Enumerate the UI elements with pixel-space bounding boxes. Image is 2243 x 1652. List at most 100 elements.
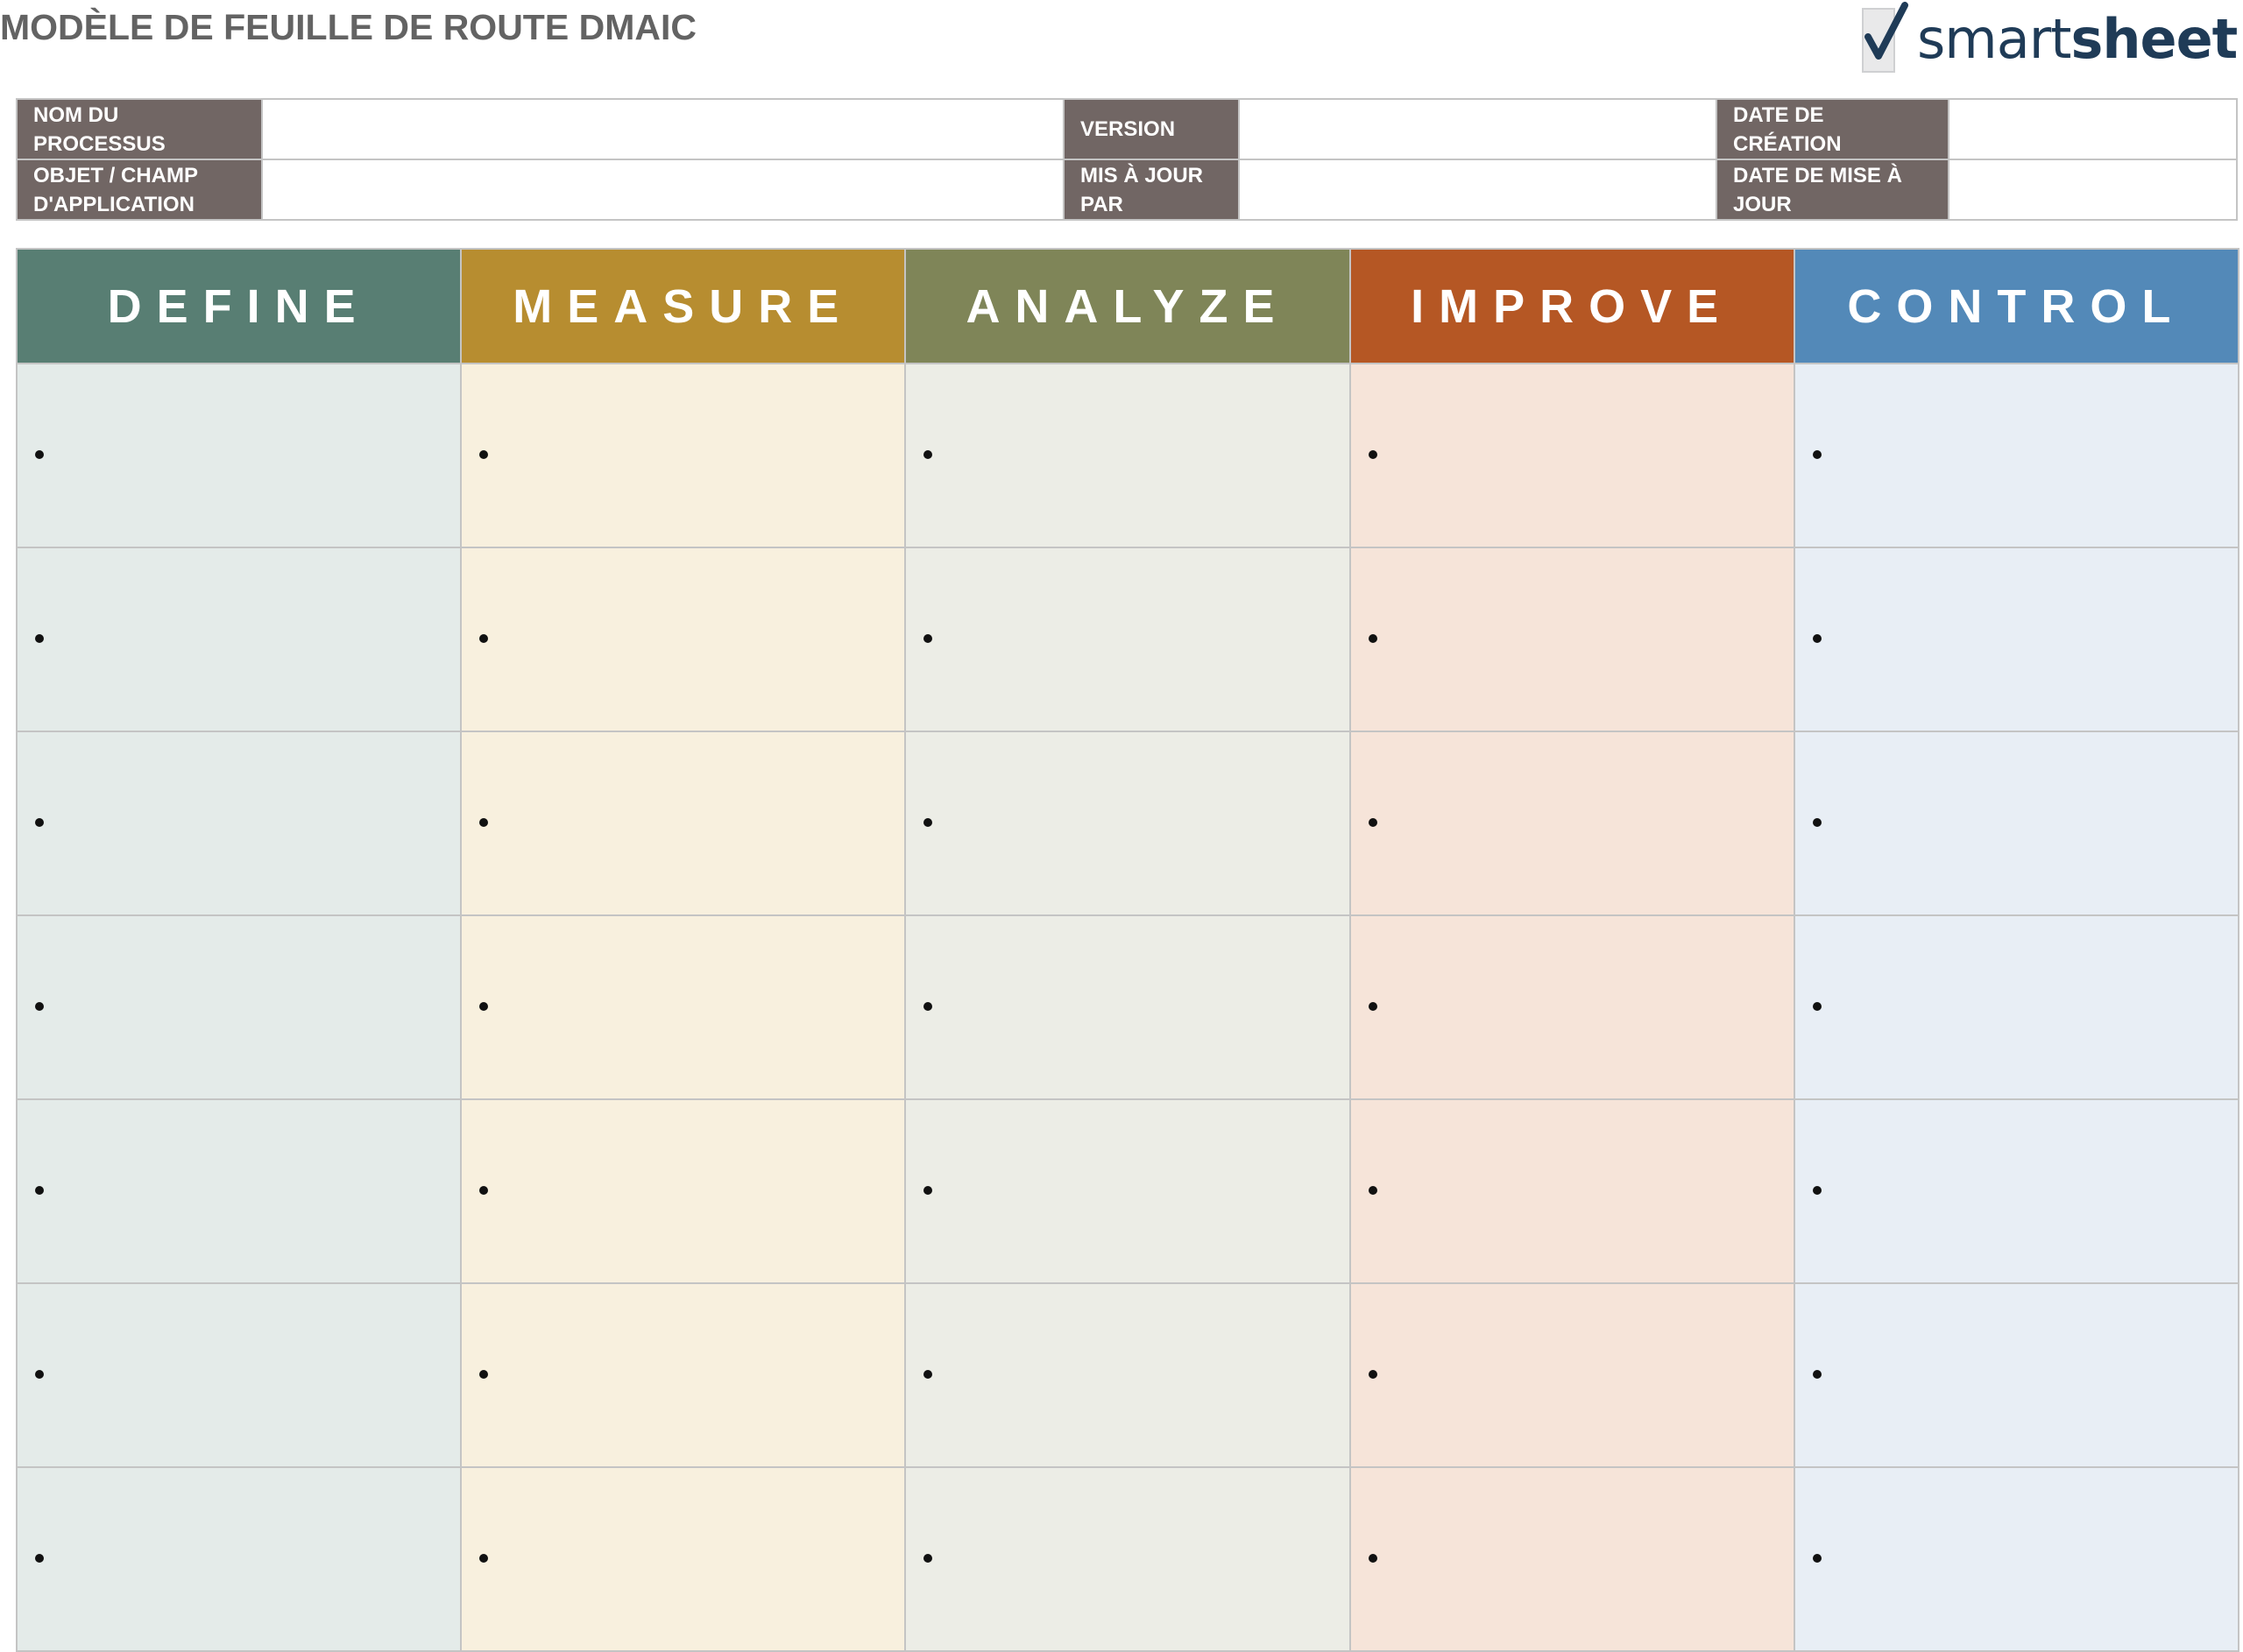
phase-cell-control[interactable] [1793, 1098, 2240, 1284]
bullet-icon [1812, 450, 1822, 459]
phase-header-measure: MEASURE [460, 248, 907, 364]
phase-cell-control[interactable] [1793, 1282, 2240, 1468]
phase-cell-analyze[interactable] [904, 547, 1351, 732]
bullet-icon [479, 1370, 489, 1379]
phase-cell-improve[interactable] [1348, 547, 1795, 732]
phase-cell-improve[interactable] [1348, 731, 1795, 916]
phase-cell-measure[interactable] [460, 914, 907, 1100]
table-row [15, 547, 2240, 732]
bullet-icon [35, 1186, 44, 1195]
bullet-icon [923, 1554, 933, 1563]
table-row [15, 1282, 2240, 1468]
phase-cell-improve[interactable] [1348, 363, 1795, 548]
bullet-icon [1368, 1370, 1377, 1379]
phase-cell-measure[interactable] [460, 731, 907, 916]
phase-header-improve: IMPROVE [1348, 248, 1795, 364]
phase-cell-define[interactable] [15, 547, 463, 732]
process-name-field[interactable] [261, 98, 1065, 160]
bullet-icon [1368, 1554, 1377, 1563]
bullet-icon [1812, 818, 1822, 827]
phase-cell-measure[interactable] [460, 547, 907, 732]
bullet-icon [479, 634, 489, 643]
phase-cell-improve[interactable] [1348, 1098, 1795, 1284]
table-row [15, 731, 2240, 916]
phase-header-control: CONTROL [1793, 248, 2240, 364]
bullet-icon [923, 634, 933, 643]
phase-cell-measure[interactable] [460, 363, 907, 548]
bullet-icon [1368, 450, 1377, 459]
bullet-icon [1812, 634, 1822, 643]
phase-cell-define[interactable] [15, 1466, 463, 1652]
phase-cell-control[interactable] [1793, 1466, 2240, 1652]
phase-cell-analyze[interactable] [904, 731, 1351, 916]
phase-cell-define[interactable] [15, 1098, 463, 1284]
phase-cell-define[interactable] [15, 363, 463, 548]
phase-cell-define[interactable] [15, 1282, 463, 1468]
page-title: MODÈLE DE FEUILLE DE ROUTE DMAIC [0, 7, 697, 47]
logo-wordmark: smartsheet [1917, 6, 2238, 71]
scope-field[interactable] [261, 159, 1065, 221]
checkmark-icon [1862, 2, 1908, 73]
bullet-icon [923, 450, 933, 459]
phase-cell-measure[interactable] [460, 1466, 907, 1652]
phase-header-row: DEFINE MEASURE ANALYZE IMPROVE CONTROL [15, 248, 2240, 364]
phase-cell-improve[interactable] [1348, 1466, 1795, 1652]
phase-cell-analyze[interactable] [904, 1282, 1351, 1468]
phase-cell-define[interactable] [15, 731, 463, 916]
phase-cell-improve[interactable] [1348, 1282, 1795, 1468]
phase-cell-analyze[interactable] [904, 1098, 1351, 1284]
scope-label: OBJET / CHAMP D'APPLICATION [16, 159, 263, 221]
updated-by-field[interactable] [1238, 159, 1717, 221]
process-name-label: NOM DU PROCESSUS [16, 98, 263, 160]
bullet-icon [1812, 1554, 1822, 1563]
dmaic-roadmap-table: DEFINE MEASURE ANALYZE IMPROVE CONTROL [15, 248, 2240, 1652]
bullet-icon [1368, 818, 1377, 827]
update-date-label: DATE DE MISE À JOUR [1716, 159, 1949, 221]
smartsheet-logo: smartsheet [1859, 0, 2238, 77]
phase-cell-measure[interactable] [460, 1282, 907, 1468]
bullet-icon [479, 450, 489, 459]
update-date-field[interactable] [1948, 159, 2238, 221]
bullet-icon [923, 1002, 933, 1011]
phase-cell-control[interactable] [1793, 914, 2240, 1100]
table-row [15, 914, 2240, 1100]
phase-cell-analyze[interactable] [904, 1466, 1351, 1652]
creation-date-label: DATE DE CRÉATION [1716, 98, 1949, 160]
phase-body [15, 363, 2240, 1652]
bullet-icon [35, 1554, 44, 1563]
phase-header-analyze: ANALYZE [904, 248, 1351, 364]
bullet-icon [35, 634, 44, 643]
phase-cell-define[interactable] [15, 914, 463, 1100]
phase-cell-measure[interactable] [460, 1098, 907, 1284]
phase-cell-control[interactable] [1793, 731, 2240, 916]
bullet-icon [35, 818, 44, 827]
creation-date-field[interactable] [1948, 98, 2238, 160]
bullet-icon [1368, 1186, 1377, 1195]
table-row [15, 1466, 2240, 1652]
bullet-icon [35, 1002, 44, 1011]
bullet-icon [35, 450, 44, 459]
phase-cell-control[interactable] [1793, 547, 2240, 732]
phase-cell-analyze[interactable] [904, 914, 1351, 1100]
bullet-icon [479, 1186, 489, 1195]
info-row: NOM DU PROCESSUS VERSION DATE DE CRÉATIO… [16, 98, 2238, 160]
phase-cell-improve[interactable] [1348, 914, 1795, 1100]
bullet-icon [923, 1186, 933, 1195]
bullet-icon [35, 1370, 44, 1379]
bullet-icon [1368, 1002, 1377, 1011]
table-row [15, 363, 2240, 548]
phase-cell-control[interactable] [1793, 363, 2240, 548]
table-row [15, 1098, 2240, 1284]
phase-cell-analyze[interactable] [904, 363, 1351, 548]
bullet-icon [923, 1370, 933, 1379]
bullet-icon [1812, 1002, 1822, 1011]
bullet-icon [1812, 1370, 1822, 1379]
info-table: NOM DU PROCESSUS VERSION DATE DE CRÉATIO… [16, 98, 2238, 221]
bullet-icon [923, 818, 933, 827]
version-field[interactable] [1238, 98, 1717, 160]
bullet-icon [479, 1554, 489, 1563]
bullet-icon [479, 1002, 489, 1011]
updated-by-label: MIS À JOUR PAR [1063, 159, 1240, 221]
bullet-icon [479, 818, 489, 827]
bullet-icon [1368, 634, 1377, 643]
